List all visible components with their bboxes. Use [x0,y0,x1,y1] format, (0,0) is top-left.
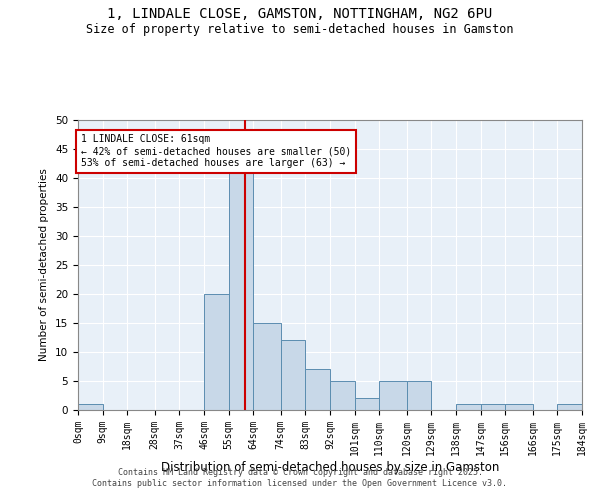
Bar [281,340,305,410]
Bar [456,404,481,410]
Bar [305,370,330,410]
Bar [505,404,533,410]
Text: Size of property relative to semi-detached houses in Gamston: Size of property relative to semi-detach… [86,22,514,36]
Bar [229,155,253,410]
Text: 1 LINDALE CLOSE: 61sqm
← 42% of semi-detached houses are smaller (50)
53% of sem: 1 LINDALE CLOSE: 61sqm ← 42% of semi-det… [81,134,351,168]
Bar [379,381,407,410]
Bar [407,381,431,410]
Bar [355,398,379,410]
Y-axis label: Number of semi-detached properties: Number of semi-detached properties [40,168,49,362]
Bar [557,404,582,410]
X-axis label: Distribution of semi-detached houses by size in Gamston: Distribution of semi-detached houses by … [161,460,499,473]
Bar [481,404,505,410]
Bar [253,323,281,410]
Bar [204,294,229,410]
Bar [330,381,355,410]
Bar [78,404,103,410]
Text: 1, LINDALE CLOSE, GAMSTON, NOTTINGHAM, NG2 6PU: 1, LINDALE CLOSE, GAMSTON, NOTTINGHAM, N… [107,8,493,22]
Text: Contains HM Land Registry data © Crown copyright and database right 2025.
Contai: Contains HM Land Registry data © Crown c… [92,468,508,487]
